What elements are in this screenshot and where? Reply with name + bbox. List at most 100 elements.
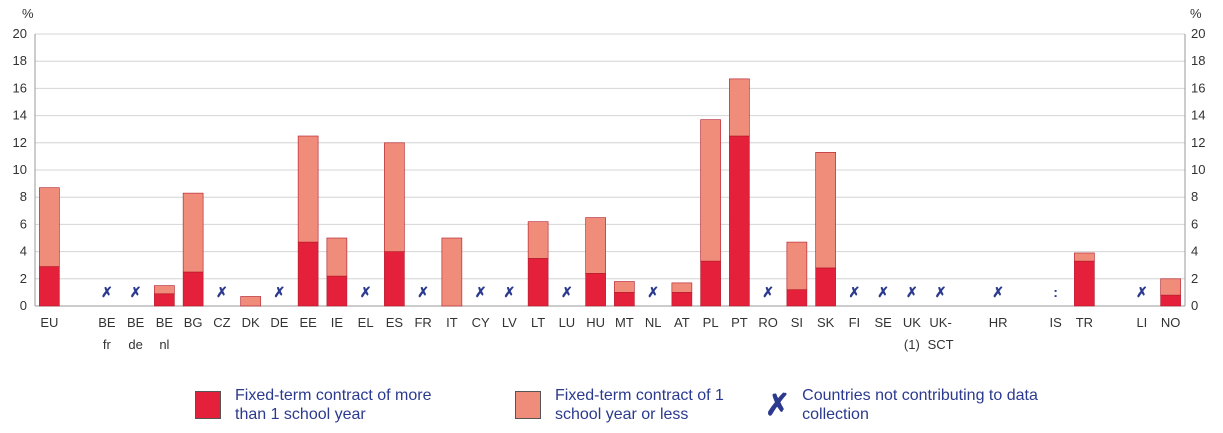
x-tick-label: TR <box>1076 315 1093 330</box>
no-data-marker: ✗ <box>360 284 372 300</box>
x-tick-label: MT <box>615 315 634 330</box>
y2-tick-label: 20 <box>1191 26 1205 41</box>
bar-segment <box>182 271 204 307</box>
x-tick-label: LI <box>1136 315 1147 330</box>
y2-tick-label: 6 <box>1191 216 1198 231</box>
no-data-marker: ✗ <box>935 284 947 300</box>
x-tick-label: IE <box>331 315 344 330</box>
legend-label: Fixed-term contract of 1 school year or … <box>555 387 724 423</box>
x-tick-label: nl <box>159 337 169 352</box>
bar-segment <box>384 251 405 307</box>
x-tick-label: HU <box>586 315 605 330</box>
no-data-marker: ✗ <box>216 284 228 300</box>
x-tick-label: AT <box>674 315 690 330</box>
x-tick-label: fr <box>103 337 112 352</box>
x-tick-label: NL <box>645 315 662 330</box>
bar-segment <box>585 273 606 307</box>
x-tick-label: PT <box>731 315 748 330</box>
no-data-marker: ✗ <box>274 284 286 300</box>
y2-axis-label: % <box>1190 6 1202 21</box>
x-tick-label: LT <box>531 315 545 330</box>
bar-segment <box>39 187 60 267</box>
y2-tick-label: 12 <box>1191 135 1205 150</box>
no-data-marker: ✗ <box>647 284 659 300</box>
y2-tick-label: 8 <box>1191 189 1198 204</box>
x-tick-label: EU <box>40 315 58 330</box>
x-tick-label: FR <box>414 315 431 330</box>
bar-segment <box>614 281 635 293</box>
x-tick-label: DK <box>242 315 260 330</box>
legend-item: ✗ Countries not contributing to data coll… <box>765 386 1062 424</box>
no-data-marker: ✗ <box>849 284 861 300</box>
x-tick-label: LV <box>502 315 517 330</box>
y-tick-label: 10 <box>13 162 27 177</box>
x-tick-label: SI <box>791 315 803 330</box>
legend-label: Fixed-term contract of more than 1 schoo… <box>235 387 432 423</box>
no-data-marker: ✗ <box>992 284 1004 300</box>
y-axis-label: % <box>22 6 34 21</box>
y-tick-label: 4 <box>20 244 27 259</box>
y-tick-label: 2 <box>20 271 27 286</box>
bar-segment <box>700 119 721 262</box>
bar-segment <box>786 289 808 307</box>
no-data-marker: ✗ <box>561 284 573 300</box>
y-tick-label: 12 <box>13 135 27 150</box>
x-tick-label: PL <box>703 315 719 330</box>
x-tick-label: DE <box>270 315 288 330</box>
bar-segment <box>614 292 635 307</box>
x-tick-label: HR <box>989 315 1008 330</box>
legend-label: Countries not contributing to data colle… <box>802 387 1038 423</box>
no-data-marker: ✗ <box>101 284 113 300</box>
y-tick-label: 16 <box>13 80 27 95</box>
y-tick-label: 6 <box>20 216 27 231</box>
y2-tick-label: 18 <box>1191 53 1205 68</box>
bar-segment <box>326 237 348 277</box>
bar-segment <box>671 292 693 307</box>
x-tick-label: CY <box>472 315 490 330</box>
x-tick-label: SCT <box>928 337 954 352</box>
y-tick-label: 8 <box>20 189 27 204</box>
x-tick-label: de <box>128 337 142 352</box>
bar-segment <box>1160 294 1181 307</box>
x-tick-label: (1) <box>904 337 920 352</box>
x-tick-label: IS <box>1049 315 1062 330</box>
x-tick-label: FI <box>849 315 861 330</box>
x-tick-label: SE <box>874 315 892 330</box>
no-data-marker: ✗ <box>504 284 516 300</box>
x-tick-label: IT <box>446 315 458 330</box>
legend-item: Fixed-term contract of more than 1 schoo… <box>195 386 455 424</box>
y2-tick-label: 10 <box>1191 162 1205 177</box>
y2-tick-label: 0 <box>1191 298 1198 313</box>
x-tick-label: RO <box>758 315 778 330</box>
bar-segment <box>671 282 693 293</box>
no-data-marker: ✗ <box>877 284 889 300</box>
y-tick-label: 14 <box>13 108 27 123</box>
x-tick-label: BG <box>184 315 203 330</box>
x-tick-label: BE <box>156 315 174 330</box>
no-data-marker: ✗ <box>130 284 142 300</box>
x-tick-label: BE <box>98 315 116 330</box>
bar-segment <box>240 296 261 307</box>
x-tick-label: NO <box>1161 315 1181 330</box>
bar-segment <box>154 293 175 307</box>
bar-segment <box>297 241 319 307</box>
x-tick-label: CZ <box>213 315 230 330</box>
x-tick-label: SK <box>817 315 835 330</box>
bar-segment <box>585 217 606 274</box>
y2-tick-label: 2 <box>1191 271 1198 286</box>
x-tick-label: LU <box>559 315 576 330</box>
y-tick-label: 20 <box>13 26 27 41</box>
y-tick-label: 0 <box>20 298 27 313</box>
y2-tick-label: 4 <box>1191 244 1198 259</box>
bar-segment <box>527 221 549 259</box>
x-tick-label: ES <box>386 315 404 330</box>
bar-segment <box>326 275 348 307</box>
bar-segment <box>729 78 750 137</box>
bar-segment <box>384 142 405 252</box>
bar-segment <box>154 285 175 295</box>
bar-segment <box>786 241 808 290</box>
no-data-marker: ✗ <box>906 284 918 300</box>
bar-segment <box>1074 260 1095 307</box>
no-data-marker: ✗ <box>417 284 429 300</box>
